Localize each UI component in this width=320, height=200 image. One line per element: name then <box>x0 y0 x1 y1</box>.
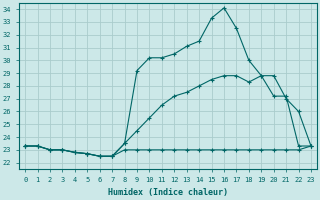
X-axis label: Humidex (Indice chaleur): Humidex (Indice chaleur) <box>108 188 228 197</box>
